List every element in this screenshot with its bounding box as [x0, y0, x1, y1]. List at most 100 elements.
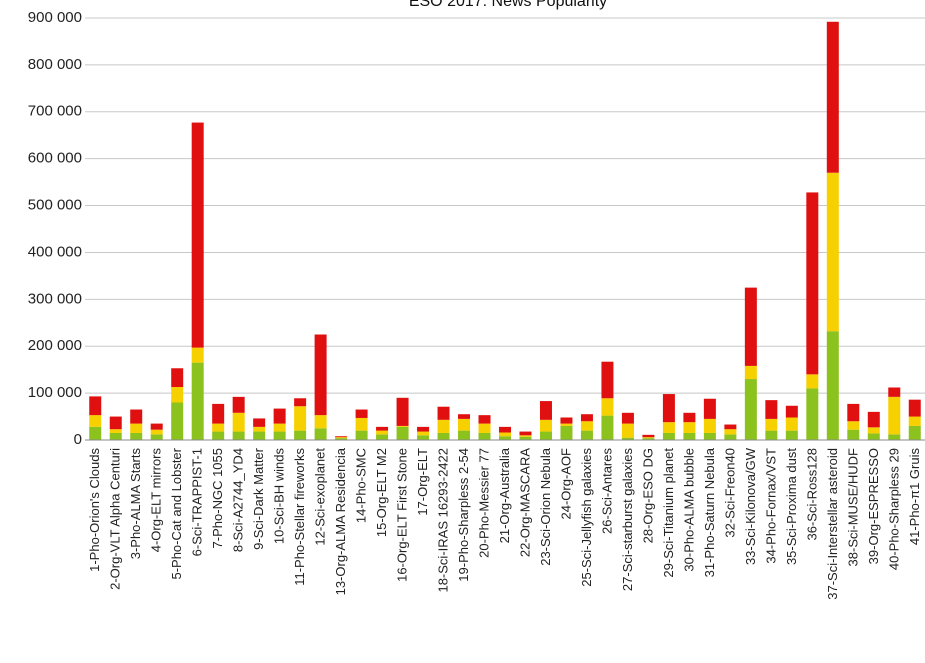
- bar-segment-red: [335, 436, 348, 438]
- bar-segment-red: [560, 417, 573, 424]
- bar-segment-red: [314, 334, 327, 416]
- x-category-label: 1-Pho-Orion's Clouds: [87, 448, 102, 572]
- bar-segment-yellow: [806, 374, 819, 389]
- x-category-label: 33-Sci-Kilonova/GW: [743, 447, 758, 565]
- x-category-label: 8-Sci-A2744_YD4: [231, 448, 246, 552]
- bar-segment-green: [580, 430, 593, 440]
- bar-segment-green: [806, 388, 819, 440]
- bar-segment-red: [130, 409, 143, 424]
- bar-segment-green: [273, 431, 286, 440]
- bar-segment-red: [253, 418, 266, 427]
- bar-segment-green: [867, 433, 880, 440]
- x-category-label: 23-Sci-Orion Nebula: [538, 447, 553, 566]
- bar-segment-yellow: [109, 429, 122, 433]
- bar-segment-green: [642, 438, 655, 440]
- bar-segment-green: [724, 434, 737, 440]
- bar-segment-red: [826, 21, 839, 173]
- bar-segment-yellow: [683, 422, 696, 433]
- x-category-label: 41-Pho-π1 Gruis: [907, 448, 922, 546]
- bar-segment-yellow: [519, 435, 532, 437]
- y-tick-label: 300 000: [28, 290, 82, 307]
- bar-segment-yellow: [560, 423, 573, 426]
- x-category-label: 5-Pho-Cat and Lobster: [169, 447, 184, 579]
- bar-segment-green: [458, 430, 471, 440]
- bar-segment-green: [703, 432, 716, 440]
- bar-segment-green: [130, 432, 143, 440]
- bar-segment-yellow: [580, 421, 593, 431]
- x-category-label: 14-Pho-SMC: [354, 448, 369, 523]
- x-category-label: 27-Sci-starburst galaxies: [620, 448, 635, 592]
- bar-segment-red: [908, 399, 921, 417]
- bar-segment-green: [888, 434, 901, 440]
- x-category-label: 2-Org-VLT Alpha Centuri: [108, 448, 123, 590]
- bar-segment-red: [847, 403, 860, 422]
- x-category-label: 34-Pho-Fornax/VST: [763, 448, 778, 564]
- x-axis-category-labels: 1-Pho-Orion's Clouds 2-Org-VLT Alpha Cent…: [87, 447, 922, 600]
- bar-segment-green: [683, 432, 696, 440]
- bar-segment-red: [539, 401, 552, 420]
- bar-segment-green: [335, 438, 348, 440]
- bar-segment-yellow: [212, 423, 225, 432]
- bar-segment-green: [314, 428, 327, 440]
- x-category-label: 38-Sci-MUSE/HUDF: [845, 448, 860, 567]
- bar-segment-red: [806, 192, 819, 375]
- bar-segment-green: [847, 429, 860, 440]
- bar-segment-green: [376, 434, 389, 440]
- bar-segment-yellow: [744, 365, 757, 380]
- bar-segment-green: [171, 402, 184, 440]
- bar-segment-green: [109, 432, 122, 440]
- y-tick-label: 500 000: [28, 197, 82, 214]
- bar-segment-red: [232, 396, 245, 413]
- bar-segment-red: [89, 396, 102, 416]
- bar-segment-red: [417, 426, 430, 432]
- bar-segment-yellow: [294, 406, 307, 431]
- x-category-label: 6-Sci-TRAPPIST-1: [190, 448, 205, 556]
- bar-segment-green: [560, 425, 573, 440]
- x-category-label: 3-Pho-ALMA Starts: [128, 448, 143, 560]
- bar-segment-yellow: [417, 431, 430, 436]
- bar-segment-green: [601, 415, 614, 440]
- bar-segment-green: [212, 431, 225, 440]
- bar-segment-green: [744, 379, 757, 440]
- bar-segment-red: [867, 411, 880, 428]
- y-tick-label: 0: [74, 431, 82, 448]
- bar-segment-red: [785, 405, 798, 418]
- gridlines: [85, 17, 925, 394]
- bar-segment-yellow: [437, 419, 450, 433]
- bar-segment-red: [150, 423, 163, 430]
- bar-segment-yellow: [499, 432, 511, 437]
- bar-segment-red: [601, 361, 614, 399]
- bar-segment-red: [765, 400, 778, 419]
- x-category-label: 32-Sci-Freon40: [722, 448, 737, 538]
- bar-segment-red: [683, 412, 696, 423]
- bar-segment-yellow: [273, 423, 286, 432]
- bar-segment-green: [150, 434, 163, 440]
- x-category-label: 39-Org-ESPRESSO: [866, 448, 881, 564]
- bar-segment-red: [109, 416, 122, 430]
- x-category-label: 26-Sci-Antares: [599, 448, 614, 534]
- bar-segment-green: [785, 430, 798, 440]
- bar-segment-yellow: [601, 398, 614, 416]
- y-tick-label: 100 000: [28, 384, 82, 401]
- bar-segment-yellow: [458, 418, 471, 431]
- x-category-label: 25-Sci-Jellyfish galaxies: [579, 448, 594, 587]
- bar-segment-yellow: [724, 429, 737, 435]
- bar-segment-yellow: [89, 415, 102, 427]
- bar-segment-yellow: [621, 423, 634, 438]
- x-category-label: 40-Pho-Sharpless 29: [886, 448, 901, 570]
- bar-segment-red: [294, 398, 307, 407]
- bar-segment-green: [191, 362, 204, 440]
- x-category-label: 30-Pho-ALMA bubble: [681, 448, 696, 572]
- bar-segment-red: [580, 414, 593, 422]
- y-axis-tick-labels: 0 100 000 200 000 300 000 400 000 500 000 600 …: [28, 9, 82, 448]
- bar-segment-red: [499, 426, 511, 433]
- bar-segment-green: [826, 331, 839, 440]
- bar-segment-green: [519, 436, 532, 440]
- bar-segment-yellow: [662, 422, 675, 433]
- bar-segment-green: [396, 426, 409, 440]
- bar-segment-green: [662, 432, 675, 440]
- x-category-label: 24-Org-AOF: [558, 448, 573, 520]
- y-tick-label: 200 000: [28, 337, 82, 354]
- x-category-label: 31-Pho-Saturn Nebula: [702, 447, 717, 577]
